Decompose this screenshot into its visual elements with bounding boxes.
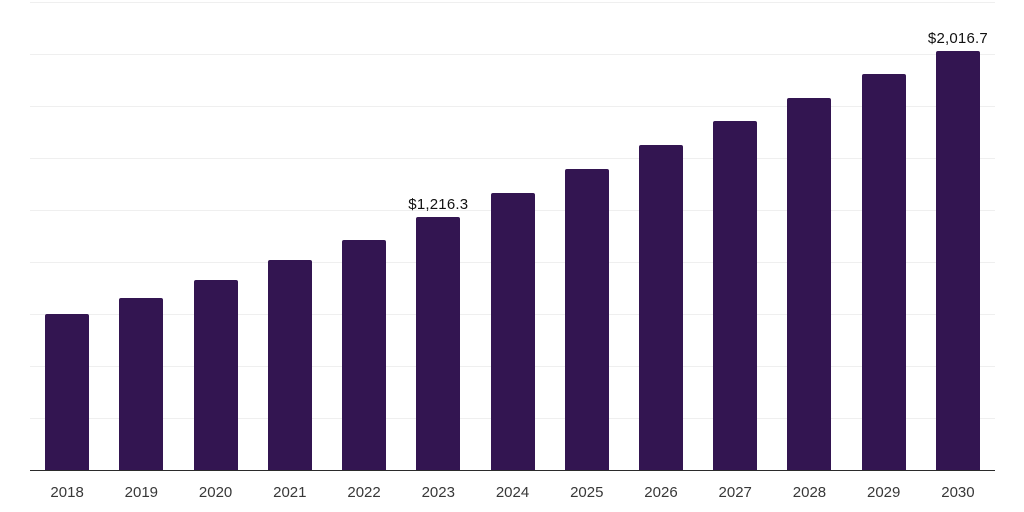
x-tick-label-2030: 2030	[941, 484, 975, 501]
bar-2022	[342, 239, 387, 470]
x-tick-label-2022: 2022	[347, 484, 381, 501]
x-tick-label-2027: 2027	[718, 484, 752, 501]
bar-2020	[193, 279, 238, 470]
bar-cell	[104, 2, 178, 470]
x-tick-label-2028: 2028	[792, 484, 827, 501]
bar-2021	[267, 260, 312, 470]
x-tick-label-2026: 2026	[644, 484, 678, 501]
bar-2023	[416, 217, 461, 470]
x-axis-labels: 2018 2019 2020 2021 2022 2023 2024 2025 2026 2027…	[30, 471, 995, 501]
bar-2026	[638, 144, 683, 470]
bar-cell	[624, 2, 698, 470]
bar-cell	[550, 2, 624, 470]
bar-2018	[45, 314, 90, 470]
bar-cell	[178, 2, 252, 470]
bar-2029	[861, 73, 906, 470]
bar-2024	[490, 193, 535, 470]
bar-cell: $2,016.7	[921, 2, 995, 470]
bar-value-label-2030: $2,016.7	[927, 29, 988, 47]
x-tick-label-2019: 2019	[124, 484, 159, 501]
bar-cell	[475, 2, 549, 470]
x-tick-label-2024: 2024	[495, 484, 530, 501]
bar-2027	[713, 121, 758, 470]
bar-cell	[30, 2, 104, 470]
bar-cell	[772, 2, 846, 470]
bar-2030	[935, 50, 980, 470]
bar-2028	[787, 97, 832, 470]
bar-2025	[564, 168, 609, 470]
x-tick-label-2029: 2029	[867, 484, 901, 501]
bar-cell: $1,216.3	[401, 2, 475, 470]
bar-cell	[698, 2, 772, 470]
bar-cell	[327, 2, 401, 470]
bar-cell	[847, 2, 921, 470]
bar-value-label-2023: $1,216.3	[408, 196, 469, 213]
x-tick-label-2021: 2021	[273, 484, 307, 501]
x-tick-label-2018: 2018	[50, 484, 84, 501]
bars-row: $1,216.3 $2,016.7	[30, 2, 995, 470]
bar-cell	[253, 2, 327, 470]
bar-2019	[119, 297, 164, 470]
x-tick-label-2023: 2023	[421, 484, 455, 501]
plot-area: $1,216.3 $2,016.7	[30, 2, 995, 471]
x-tick-label-2025: 2025	[570, 484, 604, 501]
x-tick-label-2020: 2020	[198, 484, 233, 501]
